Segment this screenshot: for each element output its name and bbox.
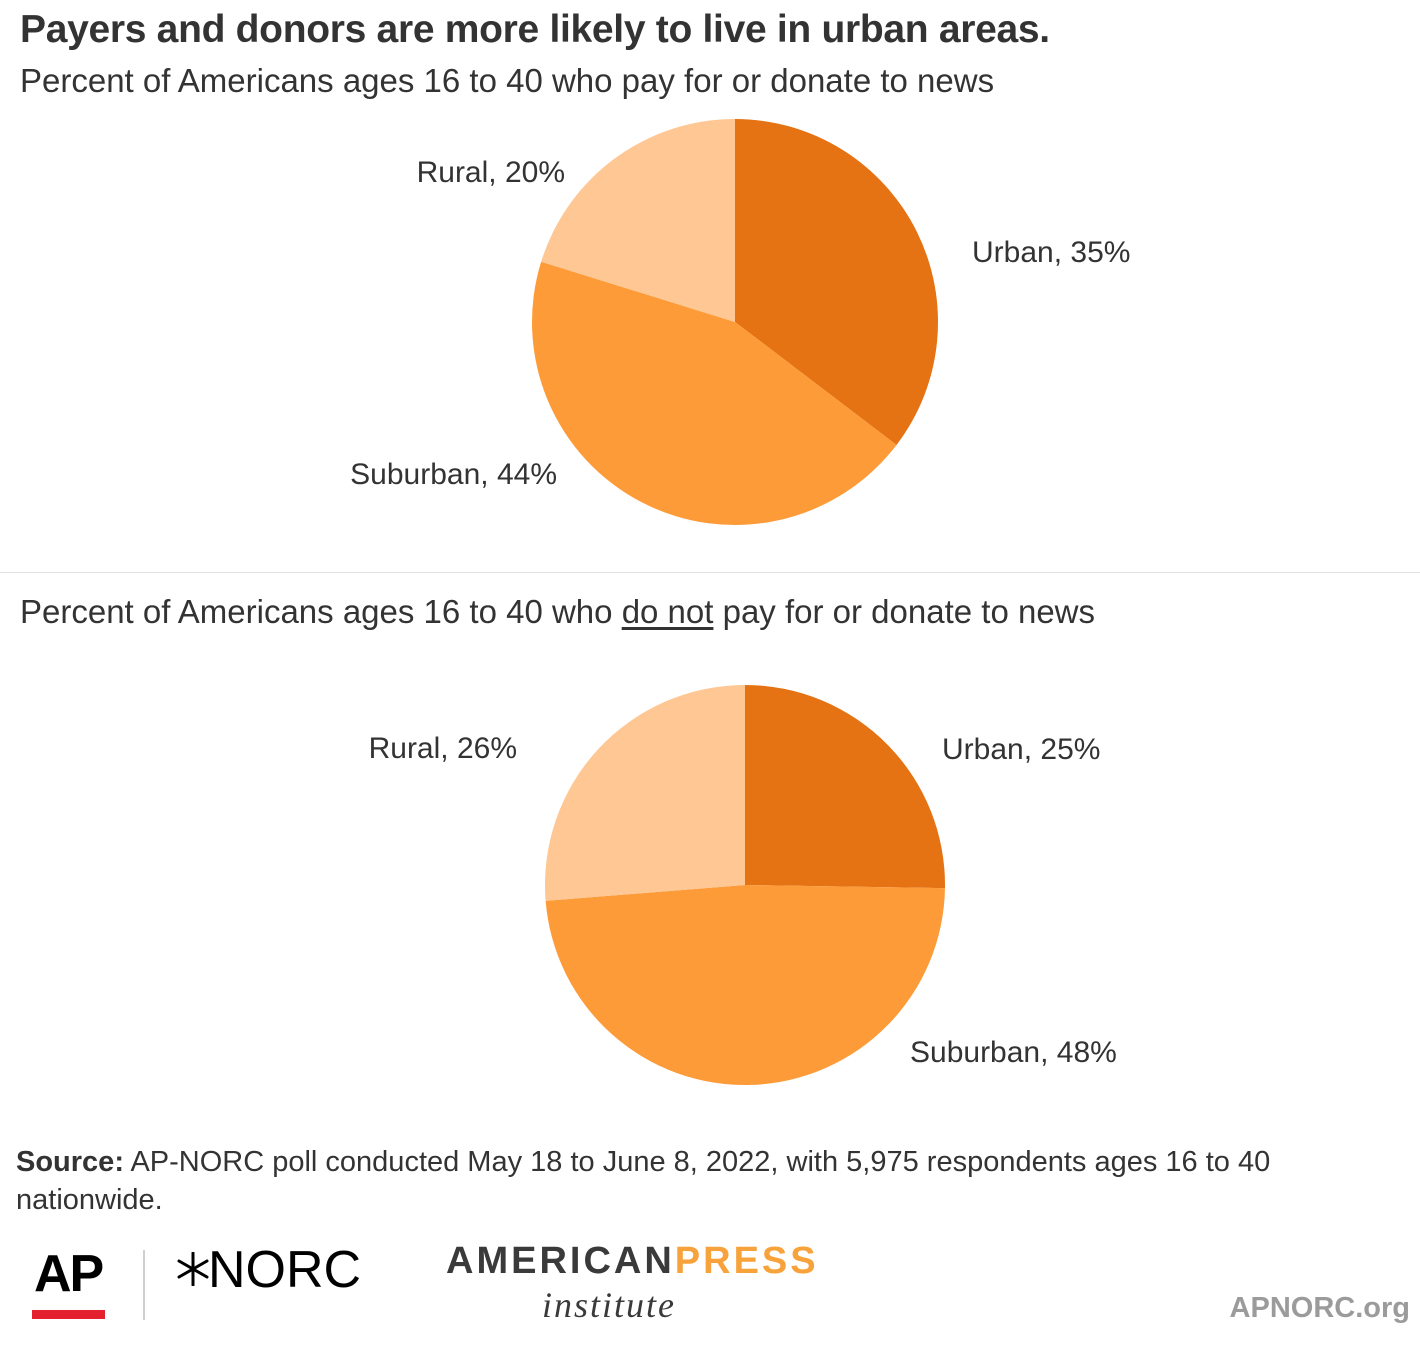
american-press-logo: AMERICANPRESS [446, 1240, 819, 1283]
pie-2-slice-suburban [545, 885, 945, 1085]
ap-logo: AP [34, 1245, 104, 1303]
pie-2-label-suburban: Suburban, 48% [910, 1036, 1117, 1069]
source-label: Source: [16, 1146, 124, 1178]
pie-1-slice-urban [735, 119, 938, 445]
pie-2-subtitle-part-1: Percent of Americans ages 16 to 40 who [20, 593, 622, 630]
site-url: APNORC.org [1229, 1292, 1410, 1324]
pie-2-slice-rural [545, 685, 745, 901]
norc-star-icon [177, 1252, 209, 1286]
american-press-logo-part-a: AMERICAN [446, 1240, 675, 1282]
pie-2-label-urban: Urban, 25% [942, 733, 1100, 766]
pie-2-subtitle-emphasis: do not [621, 593, 714, 630]
pie-1-label-rural: Rural, 20% [417, 156, 565, 189]
pie-1-subtitle: Percent of Americans ages 16 to 40 who p… [20, 62, 995, 99]
norc-logo: NORC [208, 1241, 362, 1299]
institute-logo-text: institute [542, 1285, 676, 1325]
logo-separator [143, 1250, 145, 1320]
ap-logo-bar [32, 1310, 105, 1319]
chart-title: Payers and donors are more likely to liv… [20, 8, 1050, 51]
source-text: AP-NORC poll conducted May 18 to June 8,… [16, 1146, 1271, 1216]
pie-2-slice-urban [745, 685, 945, 889]
american-press-logo-part-b: PRESS [674, 1240, 819, 1282]
source-note: Source: AP-NORC poll conducted May 18 to… [16, 1143, 1406, 1219]
section-divider [0, 572, 1420, 573]
pie-1-slice-rural [541, 119, 735, 322]
pie-2-label-rural: Rural, 26% [369, 732, 517, 765]
pie-1-label-suburban: Suburban, 44% [350, 458, 557, 491]
pie-1-slice-suburban [532, 261, 897, 525]
pie-2-subtitle: Percent of Americans ages 16 to 40 who d… [20, 593, 1095, 631]
pie-2-subtitle-part-3: pay for or donate to news [713, 593, 1095, 630]
pie-1-label-urban: Urban, 35% [972, 236, 1130, 269]
